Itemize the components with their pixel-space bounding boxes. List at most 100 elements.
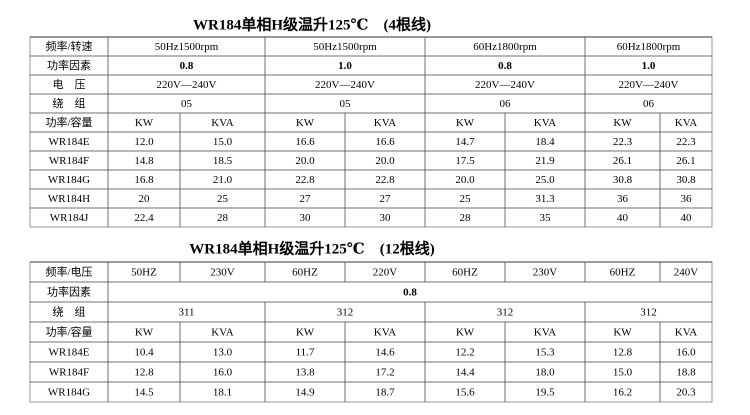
row-label: 功率/容量 [45, 115, 92, 129]
cell-text: 20.3 [676, 387, 696, 399]
cell-text: KVA [374, 117, 396, 129]
cell-text: 15.6 [455, 387, 475, 399]
table-title: WR184单相H级温升125℃ (12根线) [189, 239, 434, 257]
cell-text: KVA [675, 327, 697, 339]
cell-text: 240V [674, 267, 699, 279]
cell-text: 18.0 [535, 367, 555, 379]
cell-text: 14.9 [295, 387, 315, 399]
row-label: WR184E [49, 136, 90, 148]
cell-text: 0.8 [403, 287, 417, 299]
cell-text: 06 [500, 98, 512, 110]
cell-text: 27 [300, 193, 312, 205]
cell-text: 0.8 [498, 60, 512, 72]
cell-text: 30 [300, 212, 312, 224]
cell-text: 17.5 [455, 155, 475, 167]
cell-text: 13.8 [295, 367, 315, 379]
cell-text: KVA [534, 117, 556, 129]
row-label: WR184G [48, 387, 90, 399]
cell-text: 311 [178, 307, 194, 319]
row-label: 频率/转速 [45, 39, 92, 53]
cell-text: 50HZ [131, 267, 157, 279]
cell-text: 230V [533, 267, 558, 279]
cell-text: 230V [210, 267, 235, 279]
cell-text: 312 [337, 307, 354, 319]
cell-text: 22.8 [295, 174, 315, 186]
cell-text: 40 [681, 212, 693, 224]
cell-text: 21.0 [213, 174, 233, 186]
cell-text: 27 [380, 193, 392, 205]
cell-text: 18.1 [213, 387, 232, 399]
cell-text: 10.4 [134, 347, 154, 359]
cell-text: KW [456, 117, 475, 129]
cell-text: KW [456, 327, 475, 339]
cell-text: KW [613, 327, 632, 339]
cell-text: 220V—240V [619, 79, 679, 91]
cell-text: 18.7 [375, 387, 395, 399]
cell-text: 20.0 [375, 155, 395, 167]
row-label: 电 压 [53, 78, 86, 91]
cell-text: 22.8 [375, 174, 395, 186]
cell-text: KVA [211, 327, 233, 339]
cell-text: 19.5 [535, 387, 555, 399]
cell [659, 381, 713, 403]
cell-text: 12.8 [613, 347, 633, 359]
cell-text: 220V—240V [315, 79, 375, 91]
cell-text: 16.6 [375, 136, 395, 148]
cell-text: 312 [640, 307, 657, 319]
cell-text: 05 [340, 98, 352, 110]
cell-text: 20 [139, 193, 151, 205]
cell-text: 14.5 [134, 387, 154, 399]
cell-text: 16.6 [295, 136, 315, 148]
row-label: WR184G [48, 174, 90, 186]
cell-text: 26.1 [676, 155, 695, 167]
cell-text: 220V [373, 267, 398, 279]
cell-text: 16.2 [613, 387, 632, 399]
row-label: 功率/容量 [45, 325, 92, 339]
row-label: WR184H [48, 193, 90, 205]
cell-text: 18.4 [535, 136, 555, 148]
cell-text: KW [135, 117, 154, 129]
cell [659, 207, 713, 228]
cell-text: 36 [681, 193, 693, 205]
cell-text: 60Hz1800rpm [617, 41, 681, 53]
cell-text: 50Hz1500rpm [313, 41, 377, 53]
cell-text: 60Hz1800rpm [473, 41, 537, 53]
cell-text: 60HZ [292, 267, 318, 279]
cell-text: 16.0 [676, 347, 696, 359]
cell-text: 15.0 [213, 136, 233, 148]
cell-text: KVA [211, 117, 233, 129]
cell-text: 13.0 [213, 347, 233, 359]
row-label: WR184E [49, 347, 90, 359]
cell-text: KW [296, 117, 315, 129]
cell-text: 22.3 [676, 136, 696, 148]
cell-text: 16.0 [213, 367, 233, 379]
cell-text: 17.2 [375, 367, 394, 379]
cell-text: KW [135, 327, 154, 339]
cell-text: KW [296, 327, 315, 339]
cell-text: 50Hz1500rpm [155, 41, 219, 53]
cell-text: 06 [643, 98, 655, 110]
cell-text: 31.3 [535, 193, 555, 205]
cell-text: 14.7 [455, 136, 475, 148]
cell-text: 312 [497, 307, 514, 319]
cell-text: 22.4 [134, 212, 154, 224]
cell-text: 15.0 [613, 367, 633, 379]
row-label: 频率/电压 [45, 265, 92, 279]
cell-text: 1.0 [642, 60, 656, 72]
cell-text: 20.0 [455, 174, 475, 186]
cell-text: 18.5 [213, 155, 233, 167]
cell-text: 220V—240V [475, 79, 535, 91]
cell-text: 20.0 [295, 155, 315, 167]
cell-text: 14.6 [375, 347, 395, 359]
cell-text: 25.0 [535, 174, 555, 186]
cell-text: 12.0 [134, 136, 154, 148]
cell-text: 30.8 [676, 174, 696, 186]
cell-text: 25 [217, 193, 229, 205]
cell-text: 22.3 [613, 136, 633, 148]
cell-text: 35 [540, 212, 552, 224]
cell-text: 25 [460, 193, 472, 205]
cell-text: 60HZ [610, 267, 636, 279]
cell-text: 21.9 [535, 155, 555, 167]
row-label: 功率因素 [47, 58, 91, 72]
cell-text: 220V—240V [157, 79, 217, 91]
